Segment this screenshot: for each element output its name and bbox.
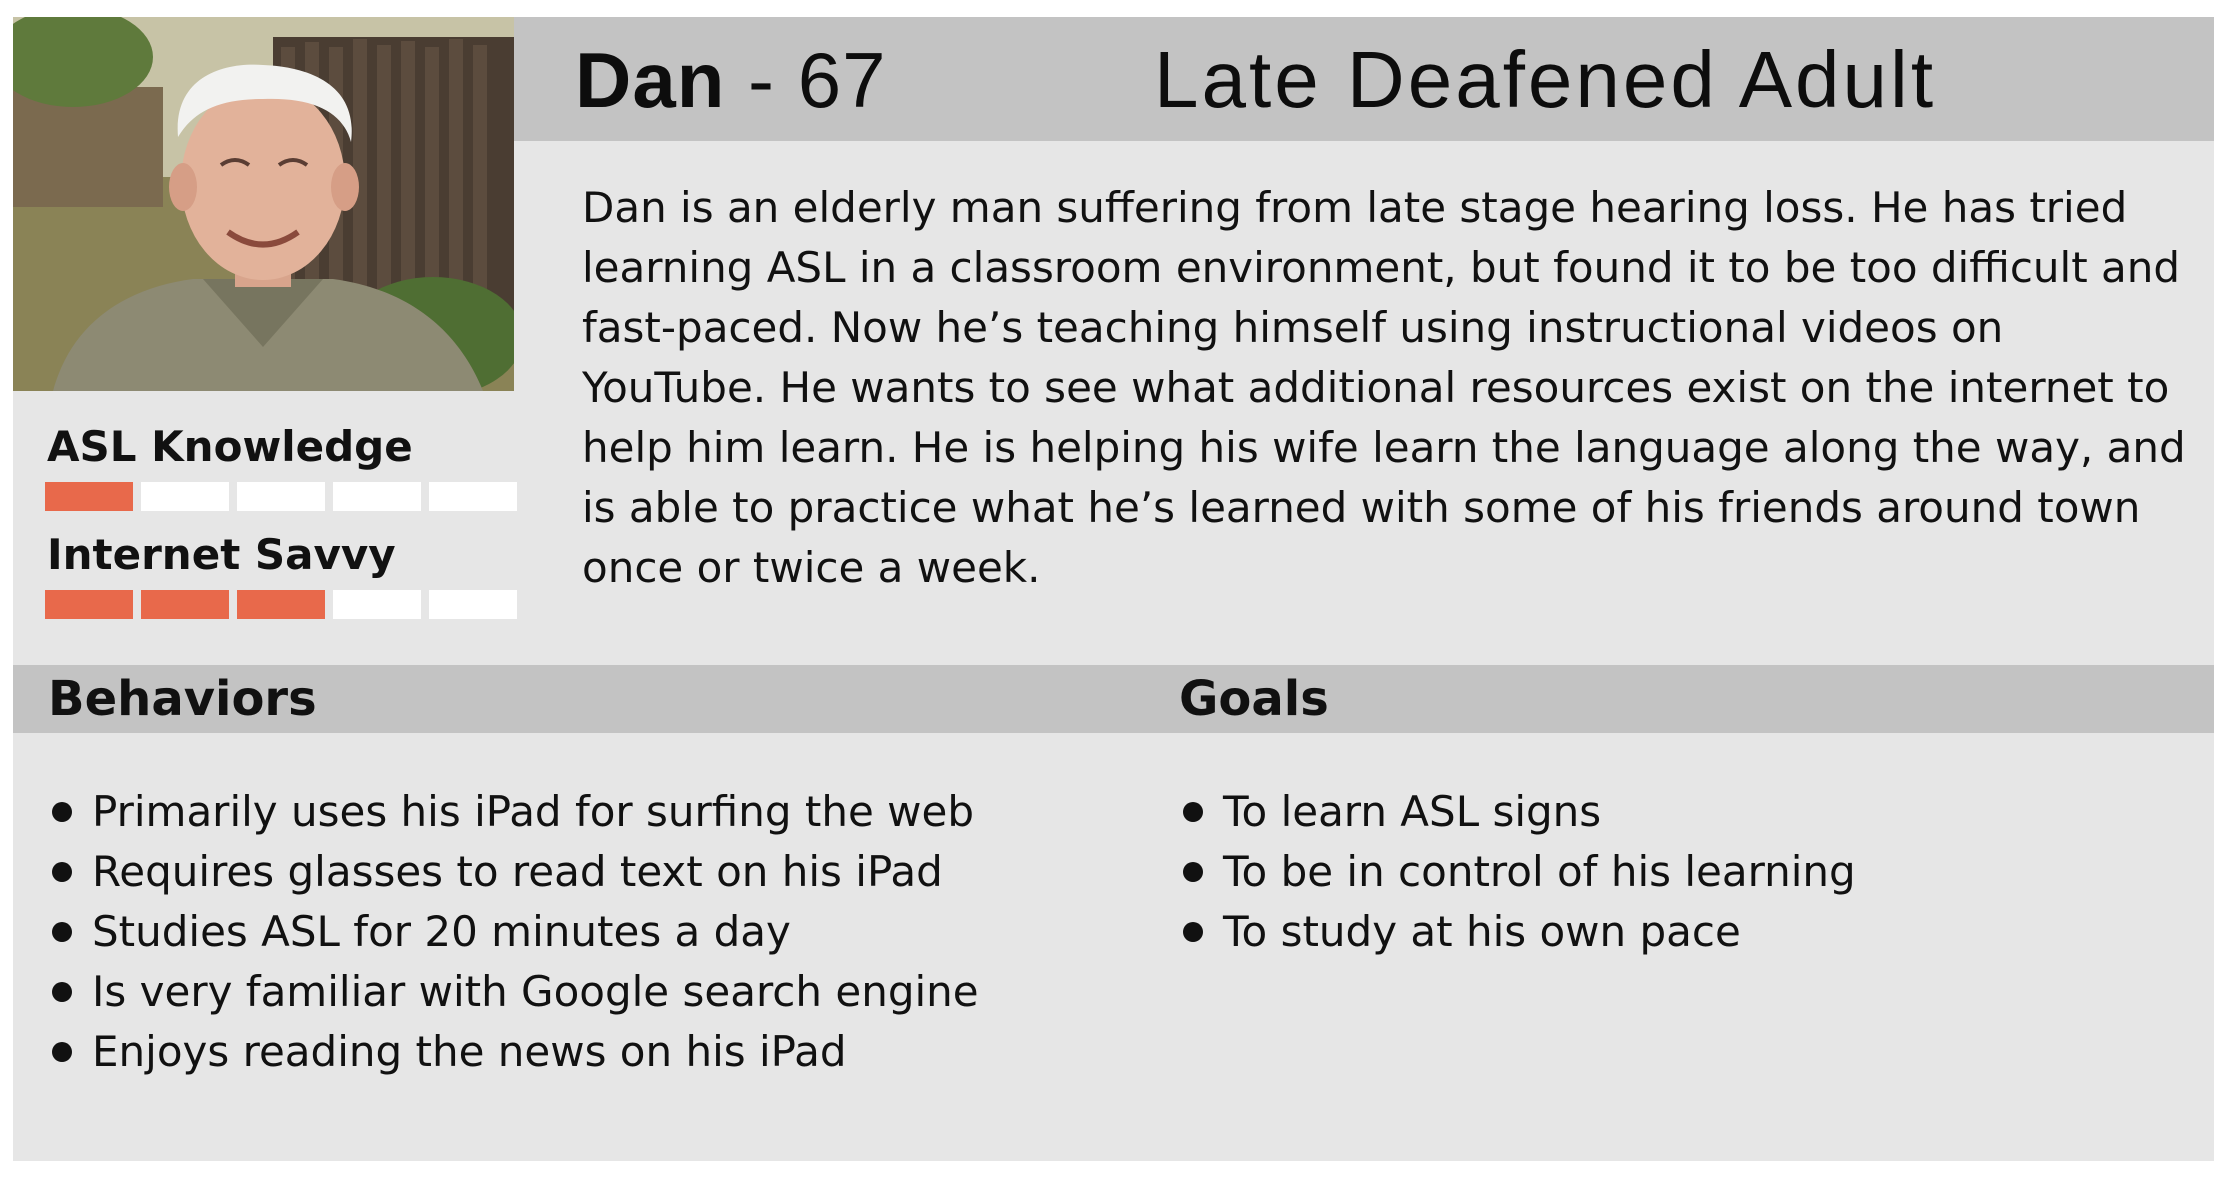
goals-item-text: To learn ASL signs (1223, 787, 1602, 836)
behaviors-item: Requires glasses to read text on his iPa… (48, 842, 979, 902)
goals-item: To learn ASL signs (1179, 782, 1856, 842)
behaviors-item: Primarily uses his iPad for surfing the … (48, 782, 979, 842)
behaviors-item-text: Studies ASL for 20 minutes a day (92, 907, 791, 956)
persona-header: Dan - 67 Late Deafened Adult (514, 17, 2214, 141)
goals-item-text: To be in control of his learning (1223, 847, 1856, 896)
bullet-icon (52, 922, 72, 942)
persona-photo (13, 17, 514, 391)
behaviors-item: Is very familiar with Google search engi… (48, 962, 979, 1022)
asl-knowledge-meter (45, 482, 517, 511)
meter-segment-filled (237, 590, 325, 619)
behaviors-item-text: Is very familiar with Google search engi… (92, 967, 979, 1016)
goals-item: To study at his own pace (1179, 902, 1856, 962)
behaviors-item-text: Requires glasses to read text on his iPa… (92, 847, 943, 896)
bullet-icon (52, 862, 72, 882)
internet-savvy-label: Internet Savvy (47, 530, 396, 579)
meter-segment-empty (237, 482, 325, 511)
persona-age: 67 (797, 36, 887, 124)
meter-segment-filled (45, 482, 133, 511)
meter-segment-empty (333, 590, 421, 619)
meter-segment-filled (45, 590, 133, 619)
goals-item: To be in control of his learning (1179, 842, 1856, 902)
meter-segment-empty (429, 590, 517, 619)
behaviors-item: Enjoys reading the news on his iPad (48, 1022, 979, 1082)
bullet-icon (1183, 802, 1203, 822)
bullet-icon (1183, 862, 1203, 882)
bullet-icon (1183, 922, 1203, 942)
persona-type: Late Deafened Adult (1154, 35, 1937, 124)
persona-bio: Dan is an elderly man suffering from lat… (582, 183, 2186, 592)
behaviors-item-text: Enjoys reading the news on his iPad (92, 1027, 847, 1076)
bullet-icon (52, 1042, 72, 1062)
behaviors-title: Behaviors (48, 671, 317, 727)
asl-knowledge-label: ASL Knowledge (47, 422, 413, 471)
meter-segment-empty (141, 482, 229, 511)
internet-savvy-meter (45, 590, 517, 619)
behaviors-item-text: Primarily uses his iPad for surfing the … (92, 787, 975, 836)
persona-name-age: Dan - 67 (575, 35, 886, 125)
goals-item-text: To study at his own pace (1223, 907, 1741, 956)
meter-segment-empty (333, 482, 421, 511)
bullet-icon (52, 802, 72, 822)
bullet-icon (52, 982, 72, 1002)
meter-segment-empty (429, 482, 517, 511)
persona-name: Dan (575, 36, 726, 124)
section-header-bar: Behaviors Goals (13, 665, 2214, 733)
name-age-separator: - (725, 36, 798, 124)
goals-list: To learn ASL signs To be in control of hi… (1179, 782, 1856, 962)
behaviors-item: Studies ASL for 20 minutes a day (48, 902, 979, 962)
meter-segment-filled (141, 590, 229, 619)
goals-title: Goals (1179, 671, 1329, 727)
behaviors-list: Primarily uses his iPad for surfing the … (48, 782, 979, 1082)
